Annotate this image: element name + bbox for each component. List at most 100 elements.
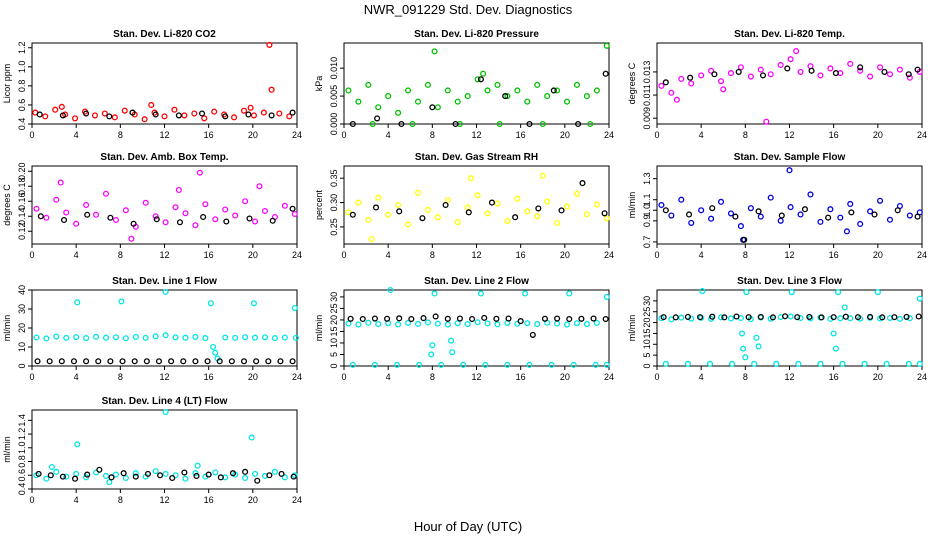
data-point: [465, 209, 472, 216]
data-point: [566, 290, 573, 297]
data-point: [228, 358, 235, 365]
data-point: [474, 76, 481, 83]
data-point: [742, 354, 749, 361]
y-tick-label: 0: [17, 363, 27, 368]
data-point: [721, 314, 728, 321]
data-point: [122, 335, 129, 342]
data-point: [349, 120, 356, 128]
page-title: NWR_091229 Std. Dev. Diagnostics: [364, 2, 573, 17]
data-point: [818, 314, 825, 321]
data-point: [132, 470, 139, 477]
data-point: [554, 87, 561, 94]
data-point: [212, 216, 219, 223]
data-point: [251, 470, 259, 477]
data-point: [365, 81, 372, 88]
data-point: [52, 106, 59, 113]
data-point: [554, 320, 561, 327]
data-point: [73, 334, 80, 341]
data-point: [408, 315, 415, 323]
data-point: [456, 315, 463, 322]
data-point: [168, 358, 175, 365]
data-point: [832, 345, 839, 352]
data-point: [130, 220, 137, 227]
data-point: [278, 470, 285, 477]
data-point: [404, 87, 412, 94]
data-point: [488, 199, 496, 206]
data-point: [112, 216, 119, 224]
data-point: [347, 315, 354, 322]
y-tick-label: 0.8: [17, 455, 27, 468]
data-point: [505, 315, 512, 322]
data-point: [593, 319, 600, 326]
x-tick-label: 8: [118, 372, 123, 382]
data-point: [444, 197, 451, 204]
data-point: [102, 472, 110, 479]
x-tick-label: 20: [248, 250, 258, 260]
data-point: [837, 315, 844, 322]
data-point: [222, 334, 229, 341]
data-point: [747, 73, 754, 80]
data-point: [253, 358, 260, 365]
series-1: [345, 172, 610, 243]
y-tick-label: 0.8: [17, 80, 27, 93]
data-point: [142, 334, 149, 341]
data-point: [119, 358, 126, 365]
data-point: [867, 73, 874, 80]
data-point: [795, 360, 802, 367]
data-point: [871, 211, 878, 218]
data-point: [152, 333, 159, 340]
data-point: [365, 319, 372, 326]
data-point: [180, 358, 187, 365]
y-tick-label: 0.011: [642, 84, 652, 106]
data-point: [777, 61, 784, 69]
data-point: [786, 167, 793, 174]
data-point: [460, 361, 467, 368]
data-point: [517, 318, 524, 325]
y-tick-label: 0: [329, 363, 339, 368]
data-point: [128, 235, 135, 242]
data-point: [903, 313, 910, 320]
data-point: [192, 333, 199, 340]
data-point: [554, 315, 561, 322]
plot-frame: [343, 42, 610, 125]
x-tick-label: 16: [204, 250, 214, 260]
data-point: [504, 93, 511, 100]
data-point: [454, 219, 461, 226]
y-axis-label: ml/min: [314, 315, 324, 342]
data-point: [131, 358, 138, 365]
y-axis-label: ml/min: [2, 315, 12, 342]
y-tick-label: 0.18: [17, 177, 27, 195]
data-point: [48, 463, 55, 471]
y-tick-label: 0.6: [17, 99, 27, 112]
data-point: [825, 214, 832, 221]
data-point: [240, 358, 248, 365]
data-point: [737, 223, 744, 230]
x-tick-label: 20: [560, 372, 570, 382]
data-point: [152, 468, 159, 475]
data-point: [424, 319, 431, 326]
data-point: [101, 110, 108, 117]
data-point: [162, 288, 169, 295]
data-point: [222, 206, 229, 213]
data-point: [787, 204, 794, 211]
x-tick-label: 16: [829, 130, 839, 140]
data-point: [281, 474, 288, 481]
data-point: [787, 313, 794, 320]
data-point: [132, 473, 139, 480]
y-tick-label: 15: [642, 328, 652, 338]
data-point: [914, 213, 921, 220]
data-point: [431, 290, 438, 297]
series-1: [658, 167, 923, 243]
data-point: [583, 93, 590, 100]
x-tick-label: 20: [560, 130, 570, 140]
data-point: [579, 180, 586, 187]
data-point: [204, 358, 211, 365]
data-point: [232, 334, 239, 341]
plot-frame: [343, 289, 610, 367]
x-tick-label: 0: [654, 372, 659, 382]
data-point: [175, 112, 182, 119]
y-tick-label: 0.14: [17, 207, 27, 225]
data-point: [120, 470, 127, 477]
data-point: [857, 64, 864, 71]
